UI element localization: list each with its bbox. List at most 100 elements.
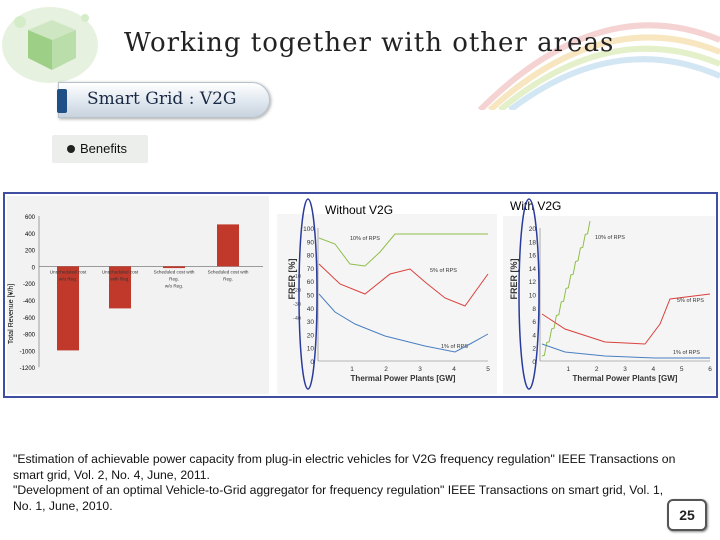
x-tick-label: 5 xyxy=(680,366,684,373)
tick-label: 0 xyxy=(532,359,536,366)
left-tick-label: 200 xyxy=(25,249,36,255)
left-bar-label: w/o Reg. xyxy=(165,283,183,288)
slide-title: Working together with other areas xyxy=(124,28,615,58)
tick-label: 60 xyxy=(307,279,315,286)
left-tick-label: -600 xyxy=(23,316,36,322)
tick-label: 12 xyxy=(529,279,537,286)
tick-label: 50 xyxy=(307,293,315,300)
left-bar xyxy=(163,266,185,269)
mid-chart-curves: 10% of RPS 5% of RPS 1% of RPS xyxy=(318,233,489,353)
tick-label: 10 xyxy=(529,293,537,300)
right-annotation: 5% of RPS xyxy=(677,298,704,304)
tick-label: 0 xyxy=(310,359,314,366)
left-tick-label: -800 xyxy=(23,333,36,339)
mid-neg-tick: -30 xyxy=(293,302,301,308)
tick-label: 20 xyxy=(307,332,315,339)
reference-1: "Estimation of achievable power capacity… xyxy=(13,452,676,482)
left-tick-label: -1000 xyxy=(20,349,36,355)
right-axis-highlight-ellipse xyxy=(518,198,540,390)
tick-label: 40 xyxy=(307,306,315,313)
mid-axis-highlight-ellipse xyxy=(298,198,318,390)
mid-neg-tick: -20 xyxy=(293,288,301,294)
tick-label: 90 xyxy=(307,239,315,246)
left-tick-label: 600 xyxy=(25,215,36,221)
tick-label: 16 xyxy=(529,253,537,260)
x-tick-label: 5 xyxy=(486,366,490,373)
right-blue-series xyxy=(541,343,710,359)
tick-label: 4 xyxy=(532,332,536,339)
reference-2: "Development of an optimal Vehicle-to-Gr… xyxy=(13,483,664,513)
x-tick-label: 3 xyxy=(418,366,422,373)
mid-annotation: 5% of RPS xyxy=(430,268,457,274)
left-tick-label: 0 xyxy=(32,265,36,271)
page-number: 25 xyxy=(667,499,707,531)
left-bar-label: Unscheduled cost xyxy=(50,269,87,274)
right-green-series xyxy=(541,220,591,357)
tick-label: 18 xyxy=(529,239,537,246)
left-bar-label: Unscheduled cost xyxy=(102,269,139,274)
x-tick-label: 4 xyxy=(452,366,456,373)
bullet-label: Benefits xyxy=(80,141,127,156)
section-tab-label: Smart Grid : V2G xyxy=(87,89,237,109)
tick-label: 14 xyxy=(529,266,537,273)
x-tick-label: 2 xyxy=(384,366,388,373)
mid-annotation: 10% of RPS xyxy=(350,236,380,242)
tick-label: 30 xyxy=(307,319,315,326)
tick-label: 80 xyxy=(307,253,315,260)
mid-chart-title: Without V2G xyxy=(325,203,393,217)
left-bar-label: Reg. xyxy=(223,276,233,281)
left-bar xyxy=(109,266,131,309)
right-chart-curves: 10% of RPS 5% of RPS 1% of RPS xyxy=(541,220,711,359)
tick-label: 10 xyxy=(307,346,315,353)
mid-annotation: 1% of RPS xyxy=(441,344,468,350)
x-tick-label: 2 xyxy=(595,366,599,373)
mid-chart-ylabel: FRER [%] xyxy=(287,259,297,300)
tick-label: 6 xyxy=(532,319,536,326)
x-axis-label: Thermal Power Plants [GW] xyxy=(351,374,456,383)
right-chart-ylabel: FRER [%] xyxy=(509,259,519,300)
right-red-series xyxy=(541,293,711,345)
left-bar-label: Scheduled cost with xyxy=(208,269,249,274)
left-bar xyxy=(57,266,79,351)
section-tab: Smart Grid : V2G xyxy=(57,82,270,118)
tick-label: 20 xyxy=(529,226,537,233)
mid-blue-series xyxy=(318,293,489,353)
figure-svg: Total Revenue [¥/h] 6004002000-200-400-6… xyxy=(7,196,715,394)
right-chart-title: With V2G xyxy=(510,199,561,213)
benefits-bullet: Benefits xyxy=(52,135,148,163)
left-tick-label: -400 xyxy=(23,299,36,305)
right-annotation: 10% of RPS xyxy=(595,235,625,241)
tick-label: 2 xyxy=(532,346,536,353)
left-chart-axis: 600 400 200 0 -200 -400 -600 -800 -1000 -1200 xyxy=(20,215,263,372)
left-bar xyxy=(217,224,239,267)
left-tick-label: -1200 xyxy=(20,366,36,372)
left-tick-label: 400 xyxy=(25,232,36,238)
left-bar-label: w/o Reg. xyxy=(59,276,77,281)
left-tick-label: -200 xyxy=(23,282,36,288)
rainbow-decoration xyxy=(477,22,720,110)
references: "Estimation of achievable power capacity… xyxy=(13,452,683,514)
mid-green-series xyxy=(318,233,488,267)
mid-neg-tick: -40 xyxy=(293,316,301,322)
right-annotation: 1% of RPS xyxy=(673,350,700,356)
x-tick-label: 4 xyxy=(652,366,656,373)
left-bar-label: with Reg. xyxy=(110,276,129,281)
left-chart-ylabel: Total Revenue [¥/h] xyxy=(8,284,15,344)
tick-label: 100 xyxy=(303,226,314,233)
bullet-dot xyxy=(67,145,75,153)
x-tick-label: 3 xyxy=(623,366,627,373)
left-bar-label: Reg. xyxy=(169,276,179,281)
x-tick-label: 6 xyxy=(708,366,712,373)
left-bar-label: Scheduled cost with xyxy=(154,269,195,274)
mid-neg-tick: -10 xyxy=(293,274,301,280)
corner-cube-logo xyxy=(2,7,98,83)
x-tick-label: 1 xyxy=(350,366,354,373)
mid-red-series xyxy=(318,263,489,307)
left-chart-bars: Unscheduled cost w/o Reg. Unscheduled cost… xyxy=(50,224,249,351)
x-tick-label: 1 xyxy=(567,366,571,373)
tab-accent xyxy=(57,89,67,113)
tick-label: 8 xyxy=(532,306,536,313)
x-axis-label: Thermal Power Plants [GW] xyxy=(573,374,678,383)
